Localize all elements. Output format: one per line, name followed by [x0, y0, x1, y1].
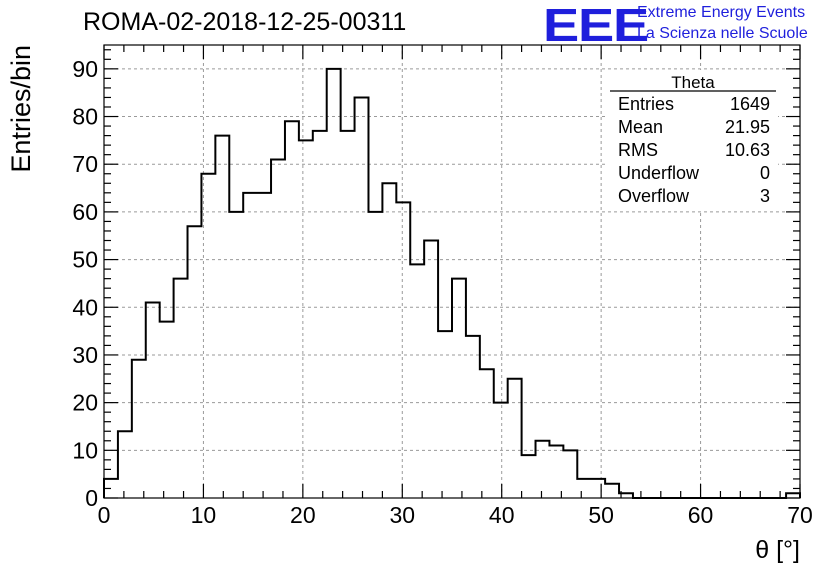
y-tick-labels: 0 10 20 30 40 50 60 70 80 90	[72, 56, 98, 511]
y-tick-label: 10	[72, 437, 98, 463]
y-tick-label: 50	[72, 247, 98, 273]
logo-line-2: La Scienza nelle Scuole	[637, 25, 808, 42]
histogram-bin	[257, 193, 271, 498]
histogram-bin	[452, 279, 466, 498]
stats-box: Theta Entries 1649 Mean 21.95 RMS 10.63 Underf…	[608, 70, 778, 210]
x-tick-label: 0	[98, 502, 111, 528]
histogram-bin	[410, 264, 424, 498]
histogram-bin	[494, 403, 508, 498]
histogram-bin	[549, 446, 563, 498]
y-tick-label: 40	[72, 294, 98, 320]
y-axis-label: Entries/bin	[6, 45, 36, 173]
histogram-bin	[577, 479, 591, 498]
histogram-bin	[424, 241, 438, 498]
histogram-bin	[438, 331, 452, 498]
x-tick-label: 60	[688, 502, 714, 528]
y-tick-label: 80	[72, 104, 98, 130]
histogram-bin	[327, 69, 341, 498]
histogram-bin	[480, 369, 494, 498]
histogram-bin	[508, 379, 522, 498]
histogram-line	[103, 67, 801, 499]
x-tick-label: 40	[489, 502, 515, 528]
y-tick-label: 0	[85, 485, 98, 511]
histogram-bin	[299, 140, 313, 498]
stats-value: 1649	[730, 94, 770, 114]
stats-value: 21.95	[725, 117, 770, 137]
histogram-bin	[104, 479, 118, 498]
histogram-bin	[466, 336, 480, 498]
x-tick-labels: 0 10 20 30 40 50 60 70	[98, 502, 813, 528]
histogram-bin	[229, 212, 243, 498]
histogram-bin	[536, 441, 550, 498]
y-tick-label: 70	[72, 151, 98, 177]
histogram-bin	[368, 212, 382, 498]
stats-label: RMS	[618, 140, 658, 160]
stats-box-bg	[608, 70, 778, 210]
histogram-bin	[188, 226, 202, 498]
histogram-bin	[382, 183, 396, 498]
histogram-bin	[243, 193, 257, 498]
stats-value: 3	[760, 186, 770, 206]
histogram-bin	[591, 479, 605, 498]
histogram-bin	[132, 360, 146, 498]
histogram-bin	[396, 202, 410, 498]
histogram-bin	[271, 159, 285, 498]
histogram-bin	[355, 97, 369, 498]
histogram-bin	[786, 493, 800, 498]
histogram-bin	[160, 322, 174, 498]
histogram-bin	[285, 121, 299, 498]
stats-value: 0	[760, 163, 770, 183]
histogram-bin	[215, 136, 229, 498]
eee-logo-mark: EEE	[543, 0, 649, 51]
x-tick-label: 30	[389, 502, 415, 528]
stats-label: Underflow	[618, 163, 700, 183]
y-tick-label: 30	[72, 342, 98, 368]
stats-label: Overflow	[618, 186, 690, 206]
chart-title: ROMA-02-2018-12-25-00311	[83, 8, 407, 36]
y-tick-label: 60	[72, 199, 98, 225]
y-tick-label: 20	[72, 390, 98, 416]
axis-ticks	[103, 45, 801, 499]
x-axis-label: θ [°]	[755, 536, 800, 564]
y-tick-label: 90	[72, 56, 98, 82]
histogram-bin	[563, 450, 577, 498]
histogram-bin	[118, 431, 132, 498]
stats-label: Entries	[618, 94, 674, 114]
x-tick-label: 10	[191, 502, 217, 528]
histogram-bin	[146, 302, 160, 498]
histogram-bin	[522, 455, 536, 498]
histogram-bin	[313, 131, 327, 498]
logo-line-1: Extreme Energy Events	[637, 4, 806, 21]
x-tick-label: 70	[787, 502, 813, 528]
stats-title: Theta	[671, 73, 715, 92]
stats-value: 10.63	[725, 140, 770, 160]
histogram-bin	[605, 484, 619, 498]
histogram-bin	[201, 174, 215, 498]
histogram-bin	[619, 493, 633, 498]
plot-frame	[103, 44, 801, 499]
x-tick-label: 50	[588, 502, 614, 528]
histogram-bin	[174, 279, 188, 498]
stats-label: Mean	[618, 117, 663, 137]
histogram-bin	[341, 131, 355, 498]
x-tick-label: 20	[290, 502, 316, 528]
